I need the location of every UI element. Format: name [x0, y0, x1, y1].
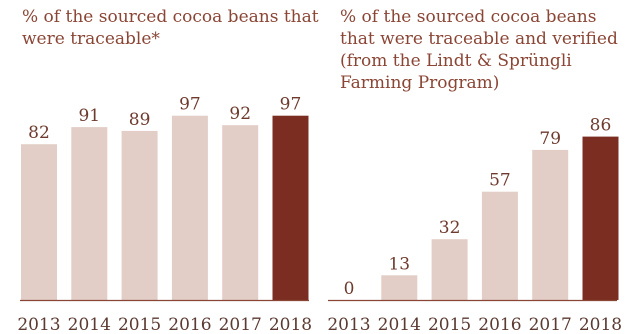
x-tick-traceable-2017: 2017: [219, 315, 262, 334]
x-tick-traceable-2015: 2015: [118, 315, 161, 334]
value-label-traceable-2015: 89: [129, 110, 151, 130]
bar-verified-2016: [481, 191, 518, 300]
x-tick-verified-2018: 2018: [579, 315, 622, 334]
x-tick-traceable-2013: 2013: [17, 315, 60, 334]
bar-verified-2014: [381, 275, 418, 300]
bar-verified-2018: [582, 136, 619, 300]
value-label-verified-2018: 86: [590, 116, 612, 136]
value-label-traceable-2017: 92: [229, 104, 251, 124]
x-tick-verified-2016: 2016: [478, 315, 521, 334]
value-label-traceable-2013: 82: [28, 123, 50, 143]
bar-verified-2015: [431, 239, 468, 300]
value-label-verified-2013: 0: [344, 279, 355, 299]
value-label-verified-2014: 13: [388, 254, 410, 274]
x-tick-traceable-2016: 2016: [168, 315, 211, 334]
value-label-traceable-2014: 91: [78, 106, 100, 126]
bar-verified-2017: [532, 149, 569, 300]
chart-title-traceable: % of the sourced cocoa beans that were t…: [22, 7, 319, 49]
chart-title-verified: % of the sourced cocoa beans that were t…: [340, 7, 618, 93]
x-tick-verified-2015: 2015: [428, 315, 471, 334]
bar-traceable-2017: [222, 125, 259, 300]
bar-traceable-2014: [71, 127, 108, 300]
x-tick-traceable-2014: 2014: [68, 315, 111, 334]
value-label-verified-2015: 32: [439, 218, 461, 238]
value-label-verified-2016: 57: [489, 171, 511, 191]
x-tick-verified-2017: 2017: [529, 315, 572, 334]
bar-traceable-2016: [171, 115, 208, 300]
bar-traceable-2018: [272, 115, 309, 300]
x-tick-verified-2014: 2014: [378, 315, 421, 334]
value-label-traceable-2018: 97: [280, 95, 302, 115]
bar-traceable-2013: [21, 144, 57, 300]
value-label-verified-2017: 79: [539, 129, 561, 149]
value-label-traceable-2016: 97: [179, 95, 201, 115]
bar-traceable-2015: [121, 130, 158, 300]
x-tick-verified-2013: 2013: [327, 315, 370, 334]
x-tick-traceable-2018: 2018: [269, 315, 312, 334]
